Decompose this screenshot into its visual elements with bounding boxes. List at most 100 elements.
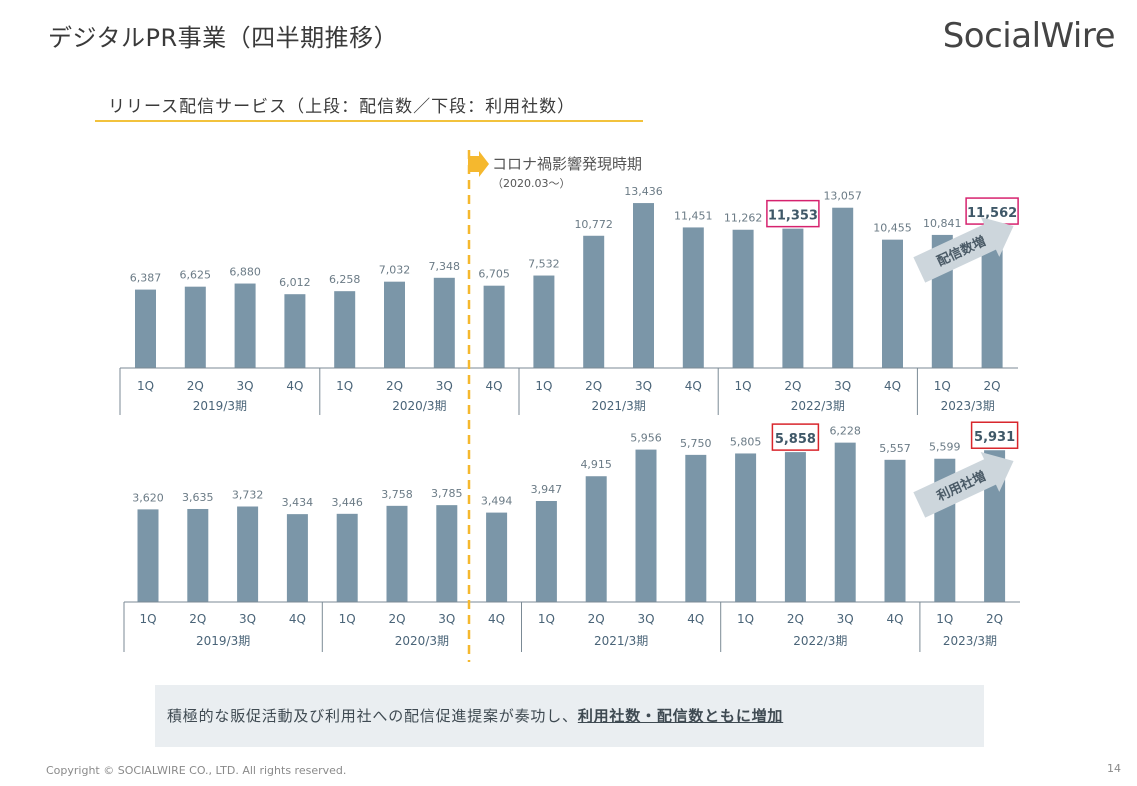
category-label-1-15: 4Q — [886, 612, 903, 626]
bar-1-5 — [386, 505, 408, 602]
bar-0-2 — [234, 283, 256, 368]
category-label-1-8: 1Q — [538, 612, 555, 626]
highlight-box-0-17 — [965, 197, 1019, 225]
bar-0-12 — [732, 229, 754, 368]
category-label-1-2: 3Q — [239, 612, 256, 626]
bar-1-13 — [784, 452, 806, 602]
category-label-0-9: 2Q — [585, 379, 602, 393]
data-label-1-1: 3,635 — [182, 491, 214, 504]
summary-note-emphasis: 利用社数・配信数ともに増加 — [577, 707, 784, 725]
category-label-1-3: 4Q — [289, 612, 306, 626]
section-subtitle: リリース配信サービス（上段：配信数／下段：利用社数） — [108, 97, 576, 117]
page-title: デジタルPR事業（四半期推移） — [48, 24, 399, 52]
data-label-1-14: 6,228 — [829, 425, 861, 438]
bar-0-5 — [384, 281, 405, 368]
data-label-0-2: 6,880 — [229, 266, 261, 279]
category-label-0-12: 1Q — [735, 379, 752, 393]
data-label-1-0: 3,620 — [132, 491, 164, 504]
category-label-0-7: 4Q — [486, 379, 503, 393]
bar-1-6 — [436, 505, 458, 602]
category-label-0-3: 4Q — [286, 379, 303, 393]
data-label-1-5: 3,758 — [381, 488, 413, 501]
group-label-0-1: 2020/3期 — [392, 399, 446, 413]
data-label-1-4: 3,446 — [331, 496, 363, 509]
data-label-0-6: 7,348 — [429, 260, 461, 273]
group-label-0-3: 2022/3期 — [791, 399, 845, 413]
bar-1-4 — [336, 513, 358, 602]
data-label-0-5: 7,032 — [379, 264, 411, 277]
data-label-0-13: 11,353 — [768, 209, 818, 224]
category-label-1-13: 2Q — [787, 612, 804, 626]
socialwire-logo: SocialWire — [942, 16, 1116, 56]
data-label-0-9: 10,772 — [574, 218, 613, 231]
category-label-0-14: 3Q — [834, 379, 851, 393]
group-label-1-2: 2021/3期 — [594, 634, 648, 648]
category-label-1-11: 4Q — [687, 612, 704, 626]
data-label-1-7: 3,494 — [481, 495, 513, 508]
data-label-1-17: 5,931 — [974, 430, 1015, 445]
subtitle-underline — [95, 120, 643, 122]
bar-0-10 — [633, 203, 654, 368]
data-label-0-3: 6,012 — [279, 276, 311, 289]
category-label-0-10: 3Q — [635, 379, 652, 393]
data-label-1-3: 3,434 — [282, 496, 314, 509]
corona-marker-label: コロナ禍影響発現時期 — [492, 155, 642, 173]
bar-1-7 — [486, 512, 508, 602]
category-label-1-6: 3Q — [438, 612, 455, 626]
category-label-0-16: 1Q — [934, 379, 951, 393]
category-label-1-0: 1Q — [139, 612, 156, 626]
bar-0-8 — [533, 275, 555, 368]
trend-arrow-icon-1: 利用社増 — [913, 452, 1014, 518]
category-label-1-17: 2Q — [986, 612, 1003, 626]
data-label-1-12: 5,805 — [730, 435, 762, 448]
bar-0-14 — [832, 207, 854, 368]
bar-1-10 — [635, 449, 657, 602]
bar-0-4 — [334, 291, 356, 368]
summary-note-prefix: 積極的な販促活動及び利用社への配信促進提案が奏功し、 — [167, 707, 578, 725]
data-label-0-8: 7,532 — [528, 258, 560, 271]
data-label-1-10: 5,956 — [630, 432, 662, 445]
data-label-0-16: 10,841 — [923, 217, 962, 230]
bar-1-3 — [286, 514, 308, 602]
category-label-0-11: 4Q — [685, 379, 702, 393]
data-label-0-4: 6,258 — [329, 273, 361, 286]
data-label-1-15: 5,557 — [879, 442, 911, 455]
data-label-0-17: 11,562 — [967, 206, 1017, 221]
category-label-1-16: 1Q — [936, 612, 953, 626]
bar-0-1 — [184, 286, 206, 368]
bar-1-15 — [884, 459, 906, 602]
summary-note: 積極的な販促活動及び利用社への配信促進提案が奏功し、利用社数・配信数ともに増加 — [155, 685, 984, 747]
category-label-1-5: 2Q — [388, 612, 405, 626]
data-label-0-12: 11,262 — [724, 212, 763, 225]
data-label-0-10: 13,436 — [624, 185, 663, 198]
data-label-1-6: 3,785 — [431, 487, 463, 500]
category-label-0-1: 2Q — [187, 379, 204, 393]
bar-0-9 — [583, 235, 605, 368]
bar-0-17 — [981, 226, 1003, 368]
bar-1-14 — [834, 442, 856, 602]
category-label-0-2: 3Q — [237, 379, 254, 393]
category-label-1-14: 3Q — [837, 612, 854, 626]
data-label-1-11: 5,750 — [680, 437, 712, 450]
category-label-1-12: 1Q — [737, 612, 754, 626]
data-label-0-15: 10,455 — [873, 222, 912, 235]
category-label-1-9: 2Q — [588, 612, 605, 626]
bar-0-13 — [782, 228, 804, 368]
data-label-1-9: 4,915 — [580, 458, 612, 471]
data-label-0-0: 6,387 — [130, 272, 162, 285]
category-label-0-4: 1Q — [336, 379, 353, 393]
category-label-1-7: 4Q — [488, 612, 505, 626]
bar-1-12 — [735, 453, 757, 602]
data-label-1-2: 3,732 — [232, 489, 264, 502]
data-label-0-14: 13,057 — [823, 190, 862, 203]
highlight-box-1-17 — [970, 421, 1019, 449]
copyright: Copyright © SOCIALWIRE CO., LTD. All rig… — [46, 764, 347, 777]
bar-0-3 — [284, 294, 306, 368]
bar-1-1 — [187, 508, 209, 602]
data-label-1-8: 3,947 — [531, 483, 563, 496]
bar-0-0 — [135, 289, 156, 368]
group-label-1-0: 2019/3期 — [196, 634, 250, 648]
data-label-0-1: 6,625 — [180, 269, 212, 282]
category-label-1-10: 3Q — [637, 612, 654, 626]
